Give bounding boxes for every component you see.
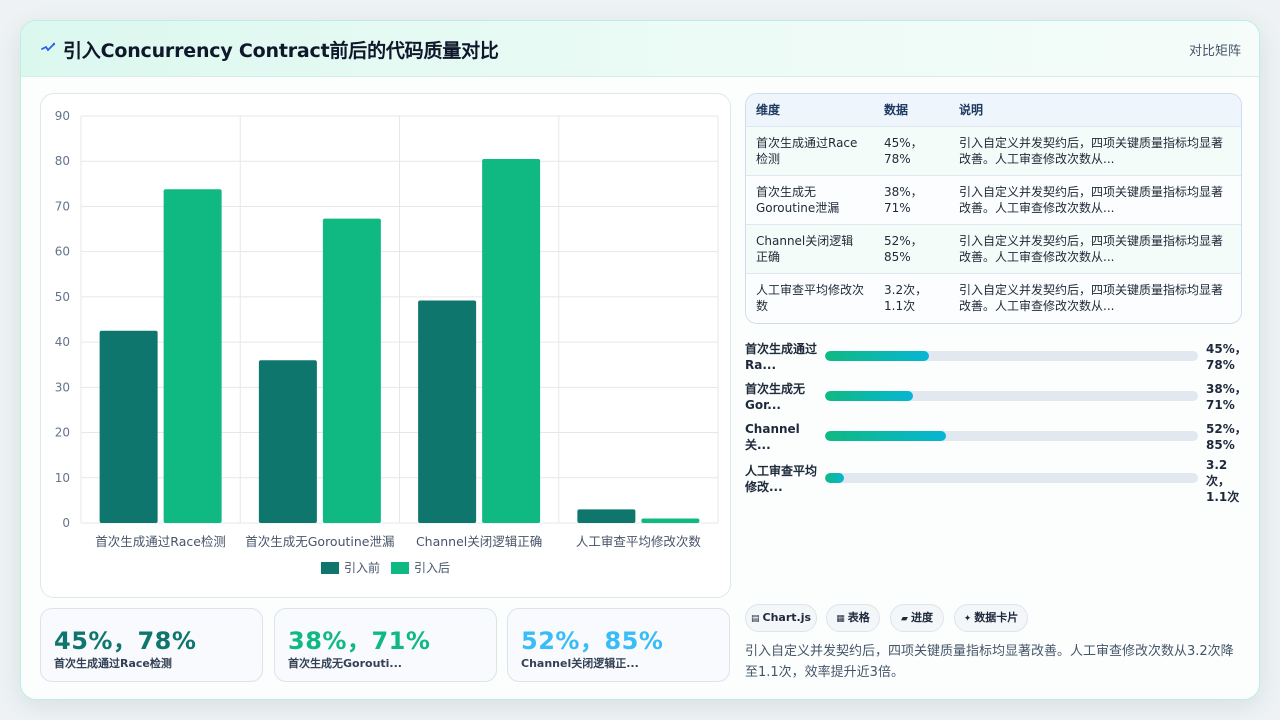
legend-swatch — [321, 562, 339, 574]
progress-row: Channel关... 52%，85% — [745, 419, 1247, 455]
bar-before — [418, 300, 477, 523]
stat-label: Channel关闭逻辑正... — [521, 657, 639, 670]
column-header-data: 数据 — [884, 103, 909, 118]
chip-label: Chart.js — [762, 611, 812, 624]
progress-track — [825, 391, 1198, 401]
progress-label: Channel关... — [745, 422, 800, 452]
summary-text: 引入自定义并发契约后，四项关键质量指标均显著改善。人工审查修改次数从3.2次降至… — [745, 644, 1234, 680]
x-tick-label: 首次生成通过Race检测 — [95, 534, 226, 549]
column-header-dimension: 维度 — [756, 103, 781, 118]
progress-row: 首次生成通过Ra... 45%，78% — [745, 339, 1247, 375]
progress-label: 首次生成通过Ra... — [745, 342, 818, 372]
x-tick-label: 首次生成无Goroutine泄漏 — [245, 534, 394, 549]
stat-card-race: 45%，78% 首次生成通过Race检测 — [40, 608, 263, 682]
legend-label: 引入前 — [344, 560, 380, 575]
y-tick-label: 80 — [55, 154, 70, 168]
cell-dimension: 首次生成通过Race检测 — [756, 135, 858, 166]
progress-fill — [825, 391, 913, 401]
bar-before — [258, 360, 317, 523]
chip-data-cards[interactable]: ✦ 数据卡片 — [954, 604, 1028, 632]
table-header-row: 维度 数据 说明 — [746, 94, 1241, 126]
column-header-description: 说明 — [959, 103, 984, 118]
chart-icon: ▤ — [750, 614, 760, 624]
table-row: Channel关闭逻辑正确 52%，85% 引入自定义并发契约后，四项关键质量指… — [746, 224, 1241, 273]
bar-after — [641, 518, 700, 523]
cell-dimension: 首次生成无Goroutine泄漏 — [756, 184, 840, 215]
progress-track — [825, 351, 1198, 361]
progress-label: 人工审查平均修改... — [745, 464, 818, 494]
table-row: 首次生成通过Race检测 45%，78% 引入自定义并发契约后，四项关键质量指标… — [746, 126, 1241, 175]
progress-track — [825, 473, 1198, 483]
cell-data: 52%，85% — [884, 233, 923, 264]
cell-description: 引入自定义并发契约后，四项关键质量指标均显著改善。人工审查修改次数从... — [959, 282, 1224, 313]
stat-value: 38%，71% — [288, 627, 431, 655]
stat-card-goroutine: 38%，71% 首次生成无Gorouti... — [274, 608, 497, 682]
chip-label: 进度 — [910, 611, 933, 624]
stat-label: 首次生成通过Race检测 — [54, 657, 172, 670]
y-tick-label: 60 — [55, 245, 70, 259]
y-tick-label: 30 — [55, 380, 70, 394]
progress-label: 首次生成无Gor... — [745, 382, 806, 412]
comparison-table: 维度 数据 说明 首次生成通过Race检测 45%，78% 引入自定义并发契约后… — [745, 93, 1242, 324]
bar-before — [577, 509, 636, 523]
bar-chart-panel: 0 10 20 30 40 50 60 70 80 90 首次生成通过Race检测 首次生成无Goro… — [40, 93, 731, 598]
progress-value: 3.2次，1.1次 — [1206, 458, 1240, 504]
stat-card-channel: 52%，85% Channel关闭逻辑正... — [507, 608, 730, 682]
progress-icon: ▰ — [901, 614, 908, 624]
bar-after — [482, 158, 541, 523]
progress-value: 45%，78% — [1206, 342, 1247, 372]
chip-table[interactable]: ▦ 表格 — [826, 604, 880, 632]
header-bar: 引入Concurrency Contract前后的代码质量对比 对比矩阵 — [21, 21, 1259, 77]
table-row: 首次生成无Goroutine泄漏 38%，71% 引入自定义并发契约后，四项关键… — [746, 175, 1241, 224]
cell-description: 引入自定义并发契约后，四项关键质量指标均显著改善。人工审查修改次数从... — [959, 135, 1224, 166]
bar-before — [99, 330, 158, 523]
y-tick-label: 10 — [55, 471, 70, 485]
y-tick-label: 50 — [55, 290, 70, 304]
legend-swatch — [391, 562, 409, 574]
progress-row: 人工审查平均修改... 3.2次，1.1次 — [745, 457, 1242, 504]
progress-track — [825, 431, 1198, 441]
cell-data: 3.2次，1.1次 — [884, 282, 928, 313]
sparkle-icon: ✦ — [963, 614, 972, 624]
cell-description: 引入自定义并发契约后，四项关键质量指标均显著改善。人工审查修改次数从... — [959, 184, 1224, 215]
y-tick-label: 70 — [55, 199, 70, 213]
cell-dimension: 人工审查平均修改次数 — [756, 282, 864, 313]
cell-description: 引入自定义并发契约后，四项关键质量指标均显著改善。人工审查修改次数从... — [959, 233, 1224, 264]
progress-value: 38%，71% — [1206, 382, 1247, 412]
y-tick-label: 0 — [62, 516, 70, 530]
progress-fill — [825, 431, 947, 441]
stat-label: 首次生成无Gorouti... — [288, 657, 402, 670]
progress-fill — [825, 351, 930, 361]
chip-progress[interactable]: ▰ 进度 — [890, 604, 944, 632]
chip-chartjs[interactable]: ▤ Chart.js — [745, 604, 817, 632]
progress-fill — [825, 473, 844, 483]
chip-label: 表格 — [847, 611, 870, 624]
y-tick-label: 90 — [55, 109, 70, 123]
view-mode-label: 对比矩阵 — [1188, 44, 1241, 59]
y-tick-label: 40 — [55, 335, 70, 349]
dashboard-card: 引入Concurrency Contract前后的代码质量对比 对比矩阵 0 10… — [20, 20, 1260, 700]
spark-icon — [41, 42, 55, 52]
legend-label: 引入后 — [414, 561, 450, 575]
bar-after — [322, 218, 381, 523]
chip-label: 数据卡片 — [974, 611, 1019, 624]
table-row: 人工审查平均修改次数 3.2次，1.1次 引入自定义并发契约后，四项关键质量指标… — [746, 273, 1241, 322]
x-tick-label: 人工审查平均修改次数 — [576, 534, 702, 549]
progress-value: 52%，85% — [1206, 422, 1247, 452]
y-tick-label: 20 — [55, 426, 70, 440]
progress-row: 首次生成无Gor... 38%，71% — [745, 379, 1247, 415]
cell-data: 45%，78% — [884, 135, 923, 166]
x-tick-label: Channel关闭逻辑正确 — [416, 534, 542, 549]
stat-value: 52%，85% — [521, 627, 664, 655]
page-title: 引入Concurrency Contract前后的代码质量对比 — [63, 40, 499, 62]
table-icon: ▦ — [836, 614, 845, 624]
bar-chart: 0 10 20 30 40 50 60 70 80 90 首次生成通过Race检测 首次生成无Goro… — [55, 109, 719, 575]
bar-after — [163, 189, 222, 523]
stat-value: 45%，78% — [54, 627, 197, 655]
cell-dimension: Channel关闭逻辑正确 — [756, 233, 854, 264]
cell-data: 38%，71% — [884, 184, 923, 215]
